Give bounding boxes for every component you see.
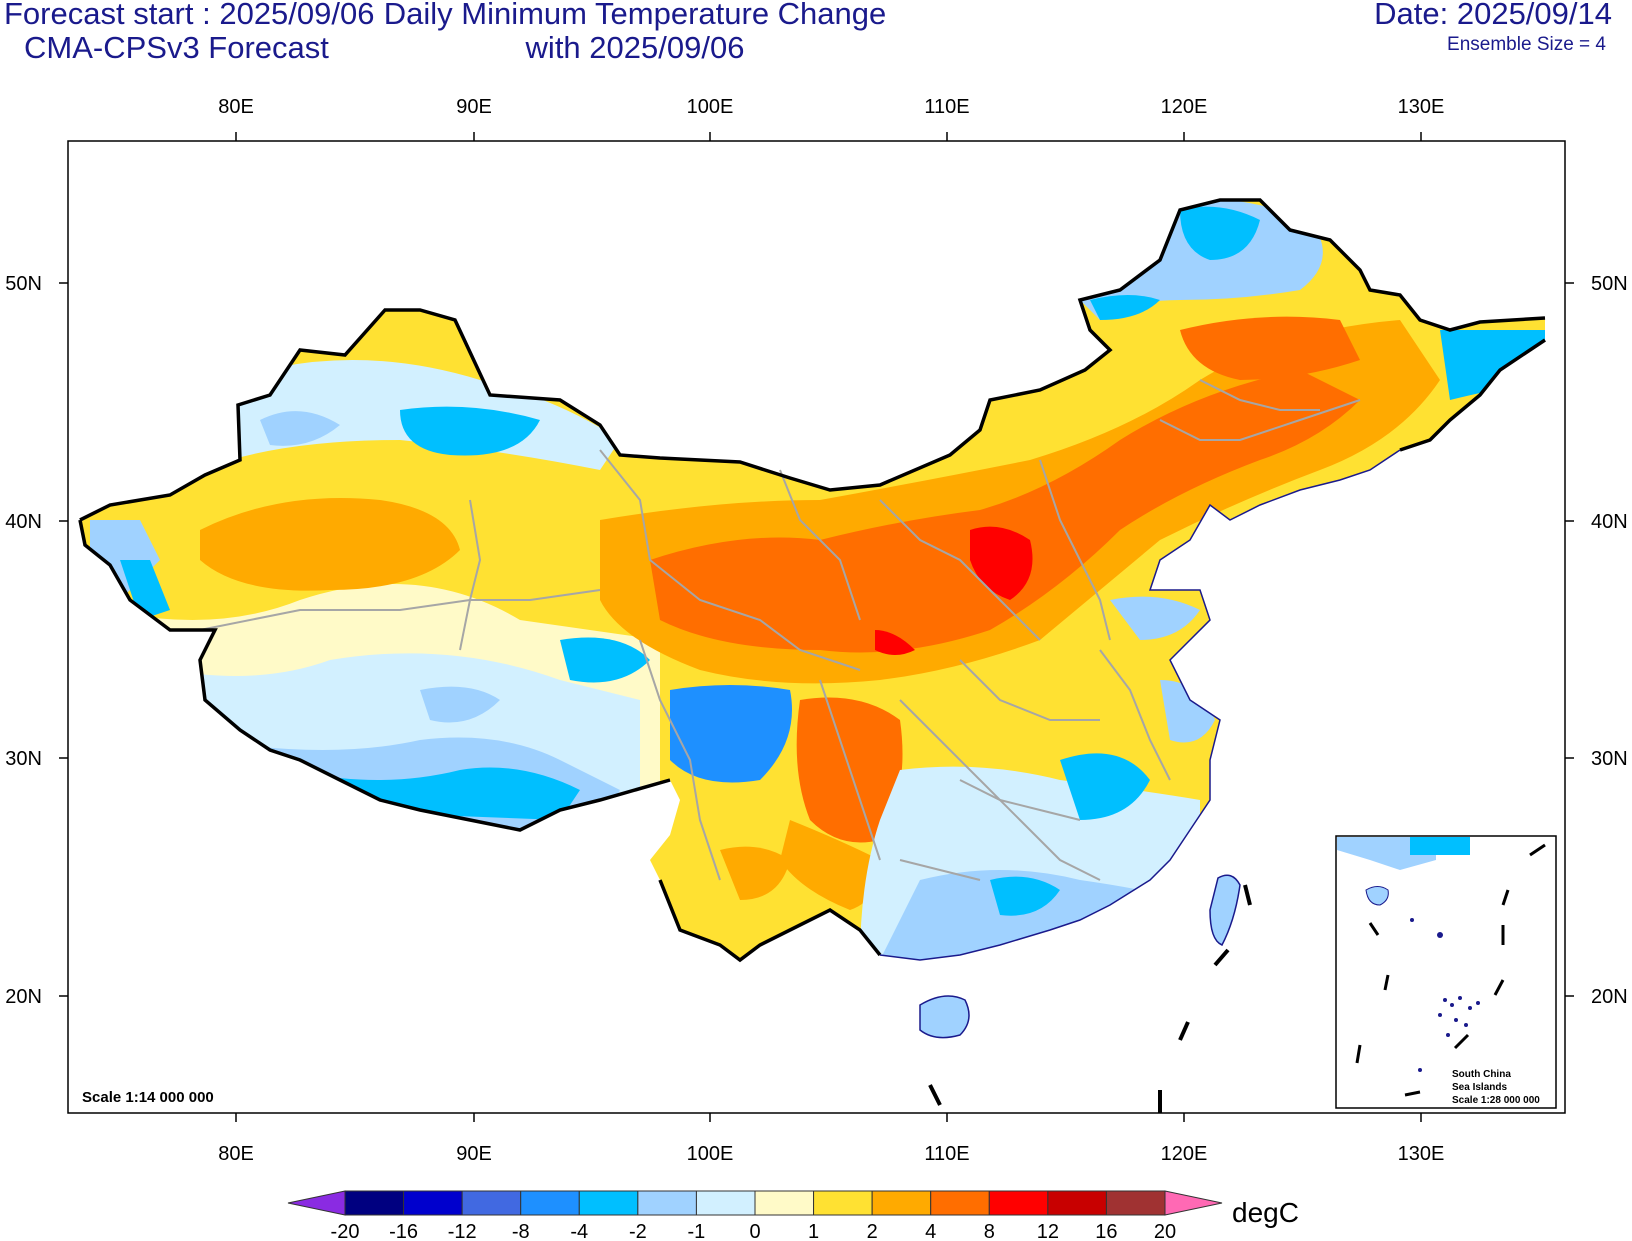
lon-label: 80E <box>218 96 254 118</box>
colorbar-tick-label: 2 <box>867 1221 878 1241</box>
lat-label: 40N <box>1591 511 1628 533</box>
inset-label-line2: Sea Islands <box>1452 1082 1507 1093</box>
colorbar-tick-label: 8 <box>984 1221 995 1241</box>
hainan-island <box>919 995 970 1039</box>
lon-label: 110E <box>924 1143 969 1165</box>
maritime-dash-lines <box>928 884 1252 1113</box>
colorbar-swatch <box>988 1190 1049 1216</box>
colorbar-unit: degC <box>1232 1197 1299 1228</box>
colorbar-tick-label: -20 <box>331 1221 360 1241</box>
colorbar-swatch <box>637 1190 697 1216</box>
lat-label: 40N <box>5 511 42 533</box>
colorbar-swatch <box>520 1190 580 1216</box>
ensemble-size-label: Ensemble Size = 4 <box>1447 34 1606 55</box>
coastline <box>879 449 1401 961</box>
map-scale-label: Scale 1:14 000 000 <box>82 1089 214 1106</box>
south-china-sea-inset: South China Sea Islands Scale 1:28 000 0… <box>1335 835 1557 1109</box>
colorbar-tick-label: -2 <box>629 1221 647 1241</box>
lat-label: 50N <box>1591 273 1628 295</box>
right-lat-labels: 50N 40N 30N 20N <box>1591 273 1628 1008</box>
colorbar-swatch <box>695 1190 756 1216</box>
colorbar-tick-label: 0 <box>749 1221 760 1241</box>
lon-label: 80E <box>218 1143 254 1165</box>
colorbar-swatch <box>461 1190 522 1216</box>
colorbar-tick-label: 12 <box>1037 1221 1059 1241</box>
colorbar-tick-label: -4 <box>570 1221 588 1241</box>
inset-scale-label: Scale 1:28 000 000 <box>1452 1095 1540 1106</box>
colorbar-swatch <box>1047 1190 1107 1216</box>
lon-label: 120E <box>1161 96 1208 118</box>
colorbar-tick-label: 1 <box>808 1221 819 1241</box>
colorbar-swatch <box>813 1190 873 1216</box>
lat-label: 30N <box>1591 748 1628 770</box>
left-lat-labels: 50N 40N 30N 20N <box>5 273 42 1008</box>
map-title: Daily Minimum Temperature Change <box>383 0 887 31</box>
province-boundaries <box>199 379 1361 881</box>
lat-label: 50N <box>5 273 42 295</box>
colorbar-swatch <box>754 1190 815 1216</box>
forecast-start-label: Forecast start : 2025/09/06 <box>4 0 375 31</box>
national-border <box>78 198 1546 963</box>
colorbar-swatch <box>930 1190 990 1216</box>
lon-label: 90E <box>456 1143 492 1165</box>
lat-label: 20N <box>5 986 42 1008</box>
lon-label: 100E <box>687 96 734 118</box>
top-lon-labels: 80E 90E 100E 110E 120E 130E <box>218 96 1444 118</box>
colorbar-tick-label: 4 <box>925 1221 936 1241</box>
map-axes <box>59 132 1574 1122</box>
lat-label: 20N <box>1591 986 1628 1008</box>
lon-label: 120E <box>1161 1143 1208 1165</box>
lon-label: 90E <box>456 96 492 118</box>
colorbar-swatch <box>344 1190 405 1216</box>
lat-label: 30N <box>5 748 42 770</box>
colorbar-tick-label: -8 <box>512 1221 530 1241</box>
model-label: CMA-CPSv3 Forecast <box>24 30 329 65</box>
colorbar-swatch <box>871 1190 932 1216</box>
inset-label-line1: South China <box>1452 1069 1511 1080</box>
colorbar-tick-label: -12 <box>448 1221 477 1241</box>
taiwan-island <box>1209 874 1241 946</box>
colorbar-swatch <box>578 1190 639 1216</box>
lon-label: 130E <box>1398 96 1445 118</box>
colorbar-tick-label: 16 <box>1095 1221 1117 1241</box>
lon-label: 110E <box>924 96 969 118</box>
map-subtitle: with 2025/09/06 <box>525 30 745 65</box>
colorbar-low-arrow <box>287 1190 346 1216</box>
colorbar-tick-label: -1 <box>688 1221 706 1241</box>
lon-label: 100E <box>687 1143 734 1165</box>
colorbar-swatch <box>403 1190 463 1216</box>
colorbar-tick-label: -16 <box>389 1221 418 1241</box>
colorbar-high-arrow <box>1164 1190 1223 1216</box>
bottom-lon-labels: 80E 90E 100E 110E 120E 130E <box>218 1143 1444 1165</box>
colorbar: -20 -16 -12 -8 -4 -2 -1 0 1 2 4 8 12 16 20 degC <box>287 1190 1299 1241</box>
lon-label: 130E <box>1398 1143 1445 1165</box>
colorbar-swatch <box>1105 1190 1166 1216</box>
colorbar-tick-label: 20 <box>1154 1221 1176 1241</box>
valid-date-label: Date: 2025/09/14 <box>1374 0 1612 31</box>
